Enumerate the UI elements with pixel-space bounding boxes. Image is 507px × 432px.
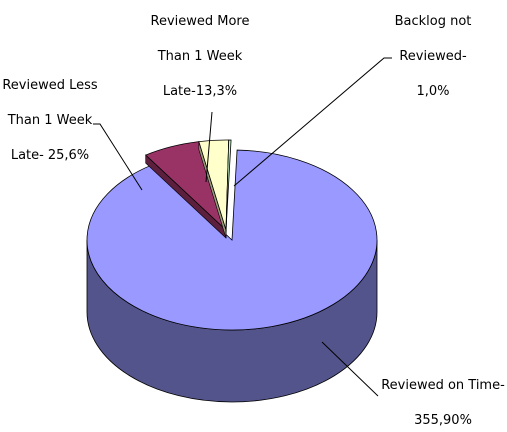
data-label: Reviewed on Time- 355,90% — [378, 368, 507, 432]
leader-line — [321, 341, 379, 397]
value-label: 25,6% — [47, 148, 90, 163]
data-label: Reviewed More Than 1 Week Late-13,3% — [148, 4, 252, 109]
value-label: 355,90% — [414, 413, 472, 428]
leader-line — [205, 111, 213, 183]
slice — [225, 139, 232, 231]
slice — [86, 149, 378, 331]
slices — [86, 139, 378, 403]
category-label: Reviewed Less Than 1 Week Late- — [2, 78, 98, 163]
category-label: Reviewed on Time- — [381, 378, 505, 393]
data-label: Reviewed Less Than 1 Week Late- 25,6% — [0, 68, 100, 173]
leader-line — [93, 123, 143, 191]
value-label: 1,0% — [416, 84, 450, 99]
value-label: 13,3% — [195, 84, 238, 99]
category-label: Reviewed More Than 1 Week Late- — [150, 14, 250, 99]
leader-line — [233, 57, 392, 187]
category-label: Backlog not Reviewed- — [394, 14, 472, 64]
data-label: Backlog not Reviewed- 1,0% — [388, 4, 478, 109]
